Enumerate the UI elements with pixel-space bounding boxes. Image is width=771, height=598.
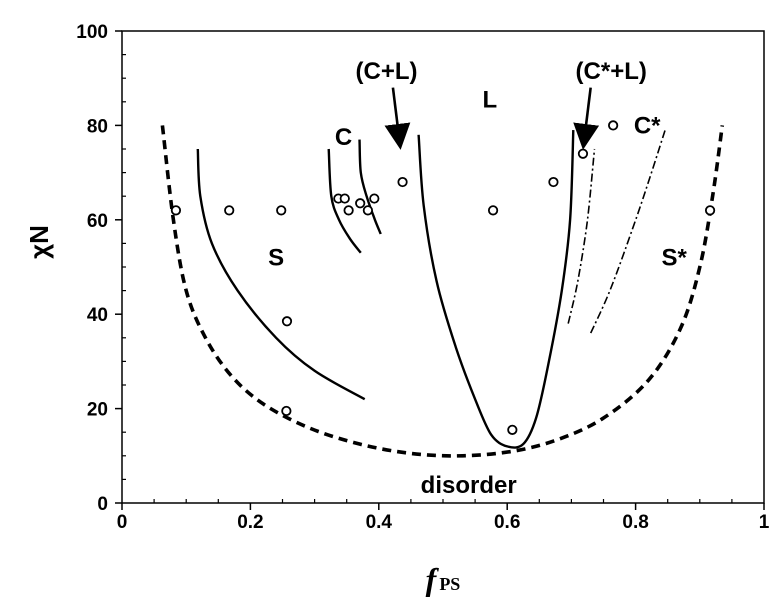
y-tick-label: 0	[97, 494, 108, 515]
boundary-c-star-2	[589, 129, 666, 334]
region-label: (C*+L)	[576, 58, 647, 85]
data-point	[608, 120, 619, 131]
annotation-arrows	[384, 87, 600, 150]
data-point	[507, 424, 518, 435]
x-tick-label: 1	[759, 512, 770, 533]
x-axis-title: f PS	[426, 561, 461, 597]
data-point	[355, 198, 366, 209]
x-axis-title-subscript: PS	[439, 574, 460, 594]
data-point	[704, 205, 716, 216]
y-tick-labels: 0 20 40 60 80 100	[76, 22, 108, 515]
boundary-disorder-spinodal	[160, 125, 725, 458]
y-axis-title: χN	[24, 225, 54, 259]
region-label: (C+L)	[356, 58, 418, 85]
x-tick-label: 0.2	[237, 512, 263, 533]
annotation-arrow	[573, 87, 600, 150]
boundary-c-star-1	[567, 148, 596, 324]
x-tick-label: 0.8	[622, 512, 648, 533]
annotation-arrow	[384, 87, 411, 150]
y-tick-label: 40	[87, 305, 108, 326]
data-points	[170, 120, 716, 435]
data-point	[281, 405, 292, 417]
data-point	[397, 176, 408, 188]
y-tick-label: 20	[87, 400, 108, 421]
boundary-c-left-1	[327, 148, 362, 254]
data-point	[577, 148, 589, 159]
data-point	[369, 193, 380, 204]
x-tick-labels: 0 0.2 0.4 0.6 0.8 1	[117, 512, 770, 533]
data-point	[224, 205, 235, 216]
data-point	[339, 193, 350, 204]
region-label: C	[335, 124, 352, 151]
x-tick-label: 0	[117, 512, 128, 533]
y-tick-label: 80	[87, 116, 108, 137]
y-tick-label: 100	[76, 22, 108, 43]
boundary-s-c	[196, 148, 366, 401]
region-label: S*	[661, 245, 687, 272]
data-point	[343, 205, 354, 216]
x-tick-label: 0.4	[366, 512, 393, 533]
region-label: disorder	[421, 472, 517, 499]
data-point	[362, 205, 373, 216]
region-label: C*	[634, 112, 661, 139]
phase-boundaries	[160, 125, 725, 458]
region-label: S	[268, 245, 284, 272]
region-label: L	[483, 86, 498, 113]
data-point	[170, 205, 182, 216]
axis-ticks	[115, 30, 765, 510]
boundary-c-left-2	[358, 139, 382, 235]
y-tick-label: 60	[87, 211, 108, 232]
x-tick-label: 0.6	[494, 512, 520, 533]
data-point	[281, 316, 293, 327]
data-point	[548, 176, 559, 188]
x-axis-title-main: f	[426, 561, 440, 597]
phase-annotations: S C L C* S* disorder (C+L) (C*+L)	[268, 58, 687, 499]
boundary-l-envelope	[417, 130, 575, 449]
data-point	[276, 205, 287, 216]
data-point	[487, 205, 499, 216]
